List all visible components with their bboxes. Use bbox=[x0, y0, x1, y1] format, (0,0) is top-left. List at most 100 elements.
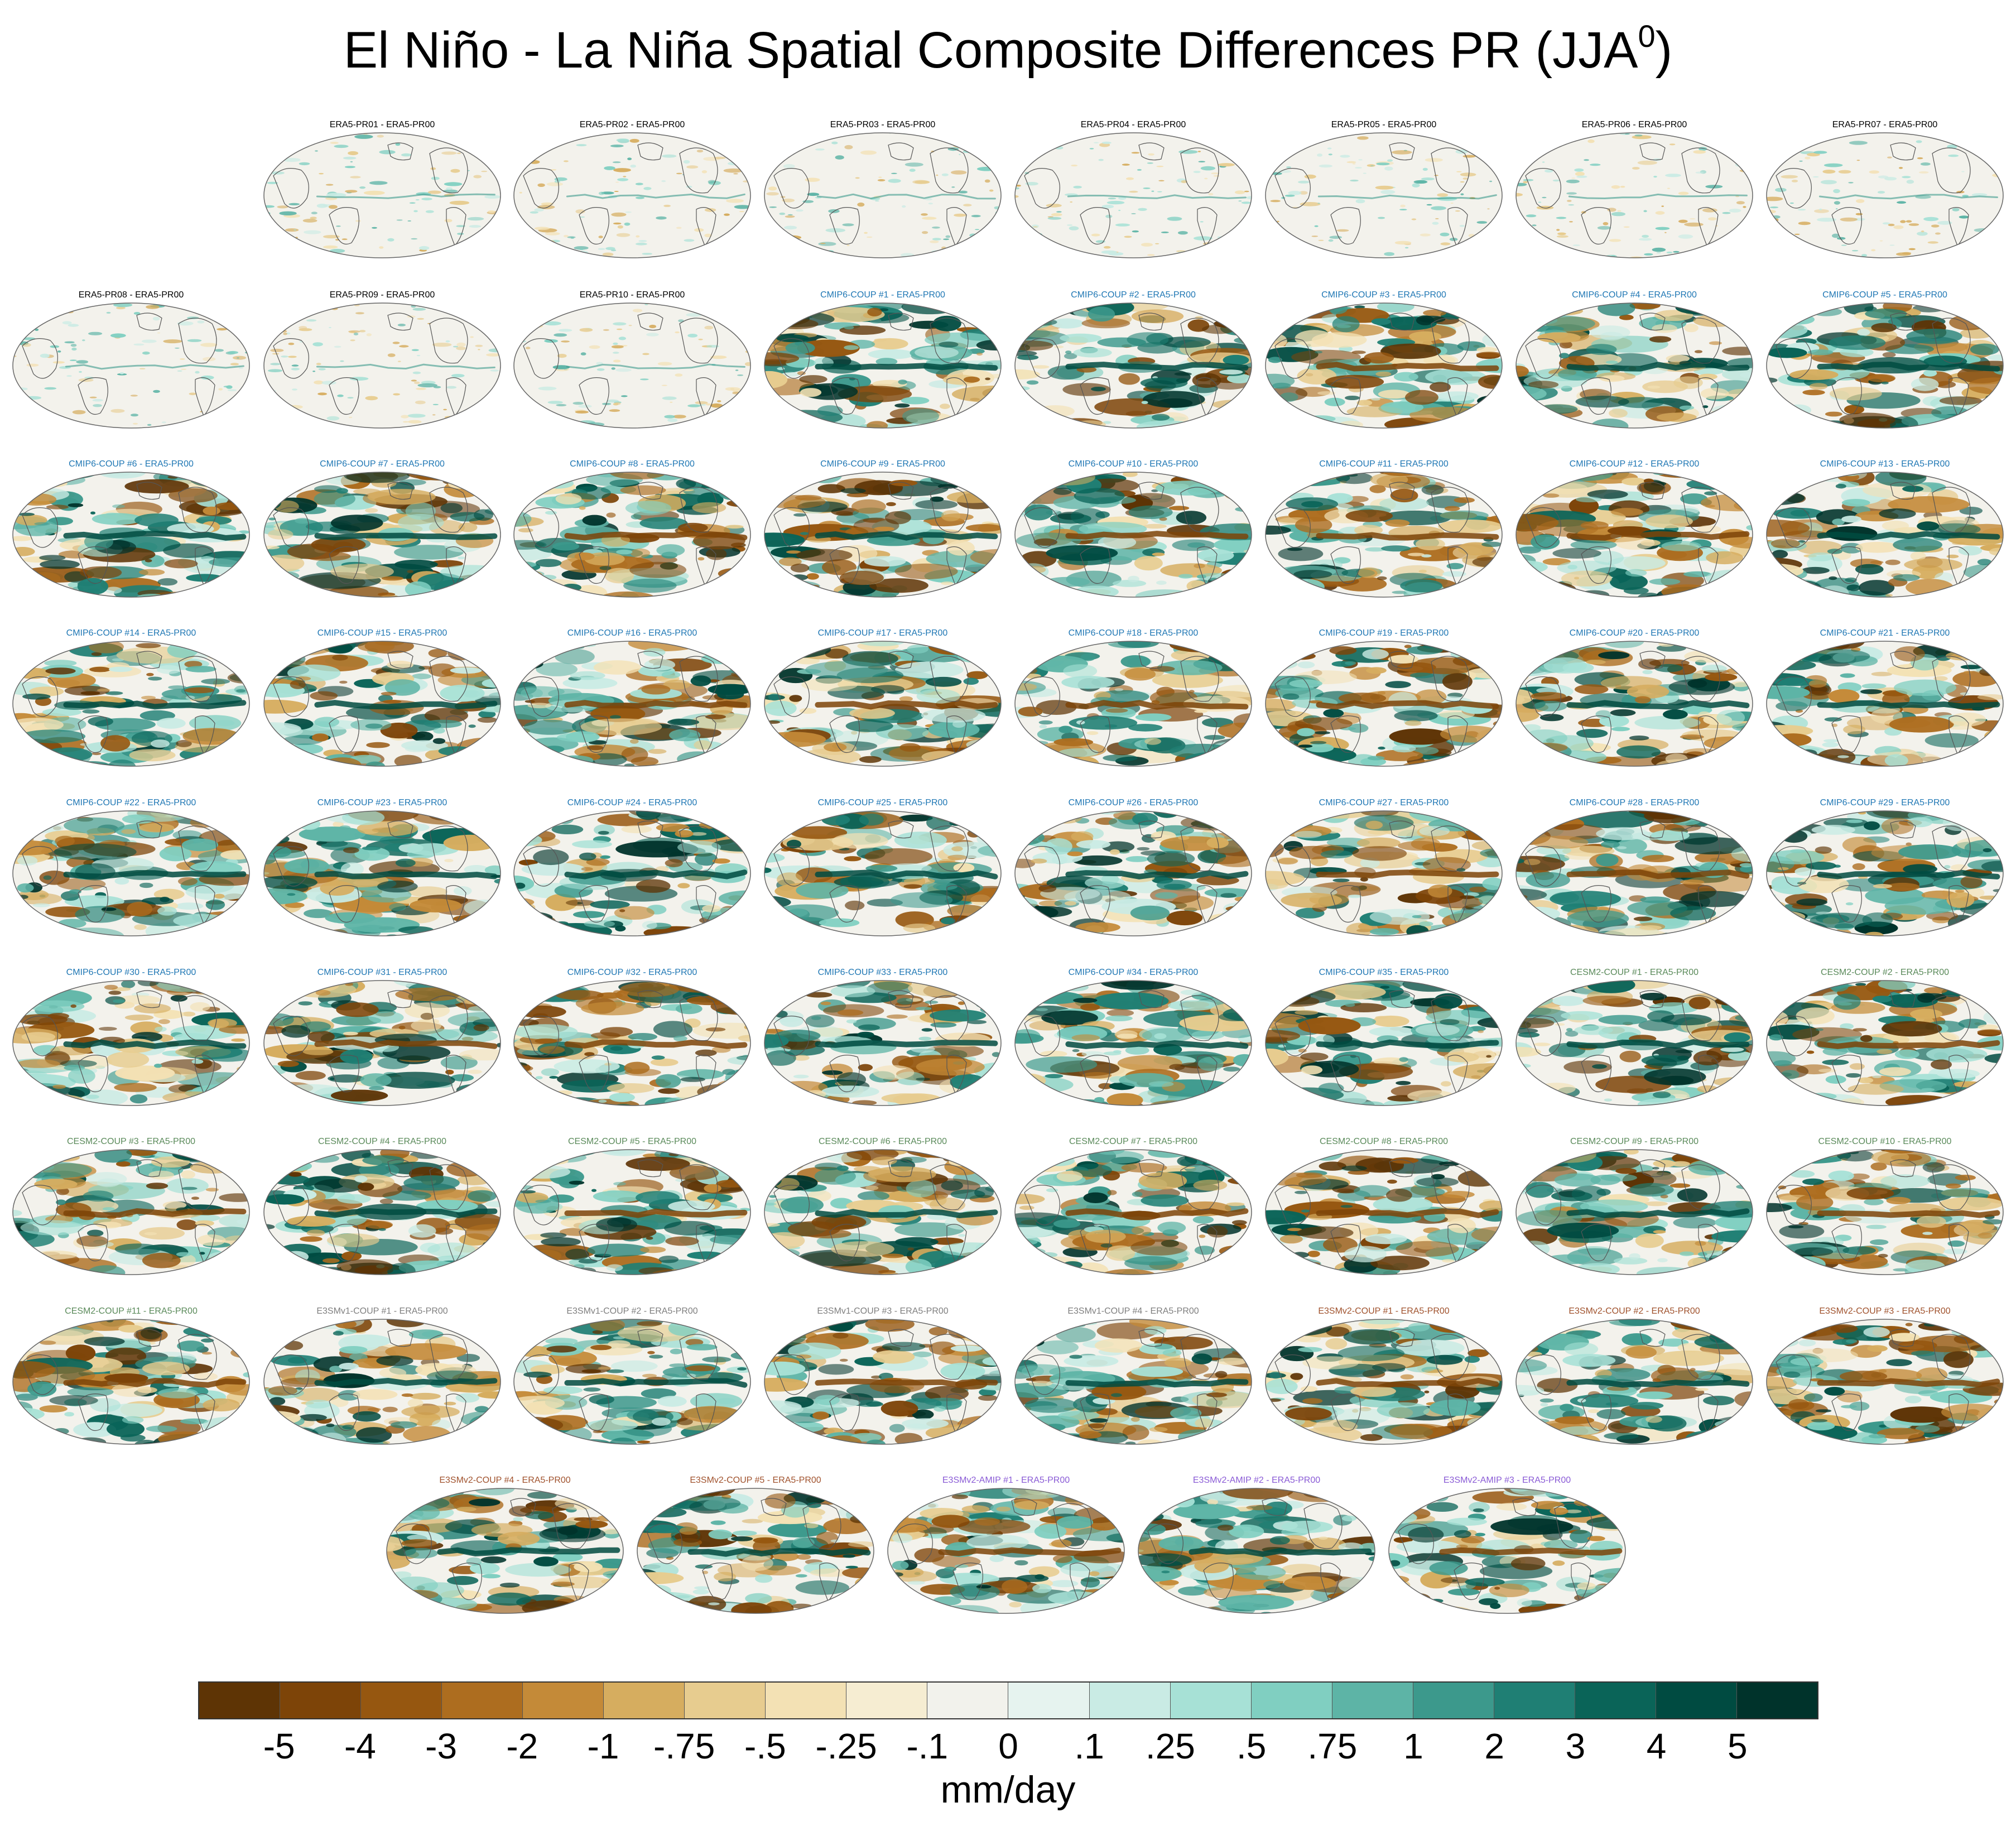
map-border bbox=[764, 980, 1002, 1106]
equatorial-band bbox=[815, 1209, 998, 1219]
map-border bbox=[263, 641, 501, 767]
equatorial-band bbox=[815, 531, 998, 541]
equatorial-band bbox=[316, 363, 495, 370]
map-border bbox=[1265, 980, 1503, 1106]
panel-label: CMIP6-COUP #30 - ERA5-PR00 bbox=[66, 968, 196, 977]
map-border bbox=[1014, 472, 1252, 598]
map-panel: CMIP6-COUP #28 - ERA5-PR00 bbox=[1514, 798, 1754, 940]
colorbar-swatch bbox=[442, 1683, 523, 1718]
map-border bbox=[1766, 980, 2004, 1106]
equatorial-band bbox=[564, 869, 748, 880]
equatorial-band bbox=[815, 1378, 998, 1388]
panel-label: CMIP6-COUP #8 - ERA5-PR00 bbox=[570, 459, 695, 469]
map-border bbox=[764, 810, 1002, 936]
colorbar-tick-label: 2 bbox=[1484, 1726, 1504, 1766]
map-svg bbox=[1515, 132, 1753, 258]
coastlines bbox=[1274, 820, 1470, 925]
map-border bbox=[386, 1488, 624, 1614]
colorbar-tick-label: 3 bbox=[1565, 1726, 1586, 1766]
precip-field bbox=[1767, 1319, 2003, 1444]
panel-label: CESM2-COUP #11 - ERA5-PR00 bbox=[65, 1306, 198, 1316]
colorbar-swatch bbox=[846, 1683, 928, 1718]
map-svg bbox=[1515, 980, 1753, 1106]
chart-title: El Niño - La Niña Spatial Composite Diff… bbox=[0, 18, 2016, 80]
coastlines bbox=[1274, 313, 1470, 417]
panel-label: ERA5-PR06 - ERA5-PR00 bbox=[1581, 120, 1687, 129]
map-panel: CMIP6-COUP #2 - ERA5-PR00 bbox=[1013, 290, 1253, 432]
coastlines bbox=[1776, 990, 1971, 1094]
map-border bbox=[1014, 980, 1252, 1106]
coastlines bbox=[1024, 990, 1219, 1094]
precip-field bbox=[13, 472, 249, 597]
colorbar-tick-label: -.5 bbox=[744, 1726, 786, 1766]
colorbar bbox=[198, 1681, 1818, 1719]
panel-label: CMIP6-COUP #1 - ERA5-PR00 bbox=[820, 290, 945, 300]
map-border bbox=[1515, 1149, 1753, 1275]
panel-label: CMIP6-COUP #29 - ERA5-PR00 bbox=[1820, 798, 1950, 808]
map-panel: CMIP6-COUP #22 - ERA5-PR00 bbox=[11, 798, 251, 940]
map-svg bbox=[12, 641, 250, 767]
map-background bbox=[264, 303, 501, 428]
map-border bbox=[887, 1488, 1125, 1614]
panel-label: CESM2-COUP #10 - ERA5-PR00 bbox=[1818, 1137, 1952, 1146]
panel-label: CMIP6-COUP #5 - ERA5-PR00 bbox=[1822, 290, 1947, 300]
map-panel: CMIP6-COUP #6 - ERA5-PR00 bbox=[11, 459, 251, 601]
coastlines bbox=[22, 990, 217, 1094]
precip-field bbox=[1767, 1150, 2003, 1275]
equatorial-band bbox=[815, 1040, 998, 1048]
equatorial-band bbox=[1189, 1547, 1372, 1557]
precip-field bbox=[13, 1150, 249, 1275]
map-svg bbox=[1265, 980, 1503, 1106]
coastlines bbox=[1525, 313, 1720, 417]
map-panel: CMIP6-COUP #4 - ERA5-PR00 bbox=[1514, 290, 1754, 432]
equatorial-band bbox=[1316, 1208, 1499, 1218]
equatorial-band bbox=[1316, 532, 1499, 541]
map-border bbox=[1265, 1319, 1503, 1445]
map-svg bbox=[513, 641, 751, 767]
map-svg bbox=[1515, 641, 1753, 767]
panel-label: CESM2-COUP #4 - ERA5-PR00 bbox=[318, 1137, 446, 1146]
coastlines bbox=[22, 651, 217, 755]
map-border bbox=[513, 641, 751, 767]
equatorial-band bbox=[1065, 1208, 1249, 1218]
map-panel: CESM2-COUP #2 - ERA5-PR00 bbox=[1765, 968, 2005, 1109]
coastlines bbox=[773, 1159, 969, 1263]
map-panel: CMIP6-COUP #19 - ERA5-PR00 bbox=[1264, 628, 1504, 770]
map-panel: CMIP6-COUP #7 - ERA5-PR00 bbox=[262, 459, 502, 601]
map-panel: E3SMv2-COUP #5 - ERA5-PR00 bbox=[636, 1476, 875, 1617]
equatorial-band bbox=[314, 871, 498, 880]
coastlines bbox=[1274, 142, 1470, 247]
colorbar-swatch bbox=[1656, 1683, 1737, 1718]
equatorial-band bbox=[1566, 869, 1750, 880]
map-panel: ERA5-PR02 - ERA5-PR00 bbox=[512, 120, 752, 262]
coastlines bbox=[22, 482, 217, 586]
map-border bbox=[764, 1149, 1002, 1275]
panel-label: CESM2-COUP #6 - ERA5-PR00 bbox=[819, 1137, 947, 1146]
equatorial-band bbox=[314, 1039, 498, 1049]
map-svg bbox=[764, 472, 1002, 598]
map-svg bbox=[263, 980, 501, 1106]
map-svg bbox=[764, 132, 1002, 258]
map-panel: ERA5-PR06 - ERA5-PR00 bbox=[1514, 120, 1754, 262]
map-border bbox=[1265, 1149, 1503, 1275]
colorbar-swatch bbox=[1251, 1683, 1332, 1718]
panel-label: CMIP6-COUP #20 - ERA5-PR00 bbox=[1569, 628, 1700, 638]
panel-label: CMIP6-COUP #12 - ERA5-PR00 bbox=[1569, 459, 1700, 469]
map-svg bbox=[1014, 810, 1252, 936]
map-svg bbox=[1766, 980, 2004, 1106]
map-svg bbox=[764, 1149, 1002, 1275]
map-panel: ERA5-PR03 - ERA5-PR00 bbox=[763, 120, 1003, 262]
coastlines bbox=[1024, 1329, 1219, 1433]
panel-label: CMIP6-COUP #10 - ERA5-PR00 bbox=[1068, 459, 1199, 469]
map-panel: CMIP6-COUP #12 - ERA5-PR00 bbox=[1514, 459, 1754, 601]
panel-label: ERA5-PR03 - ERA5-PR00 bbox=[830, 120, 936, 129]
panel-label: E3SMv2-COUP #3 - ERA5-PR00 bbox=[1819, 1306, 1951, 1316]
precip-field bbox=[514, 981, 750, 1106]
equatorial-band bbox=[1065, 1378, 1249, 1388]
coastlines bbox=[1024, 313, 1219, 417]
panel-label: E3SMv2-COUP #5 - ERA5-PR00 bbox=[690, 1476, 821, 1485]
map-border bbox=[637, 1488, 874, 1614]
colorbar-swatch bbox=[1494, 1683, 1575, 1718]
equatorial-band bbox=[63, 1377, 247, 1388]
equatorial-band bbox=[1566, 531, 1750, 541]
